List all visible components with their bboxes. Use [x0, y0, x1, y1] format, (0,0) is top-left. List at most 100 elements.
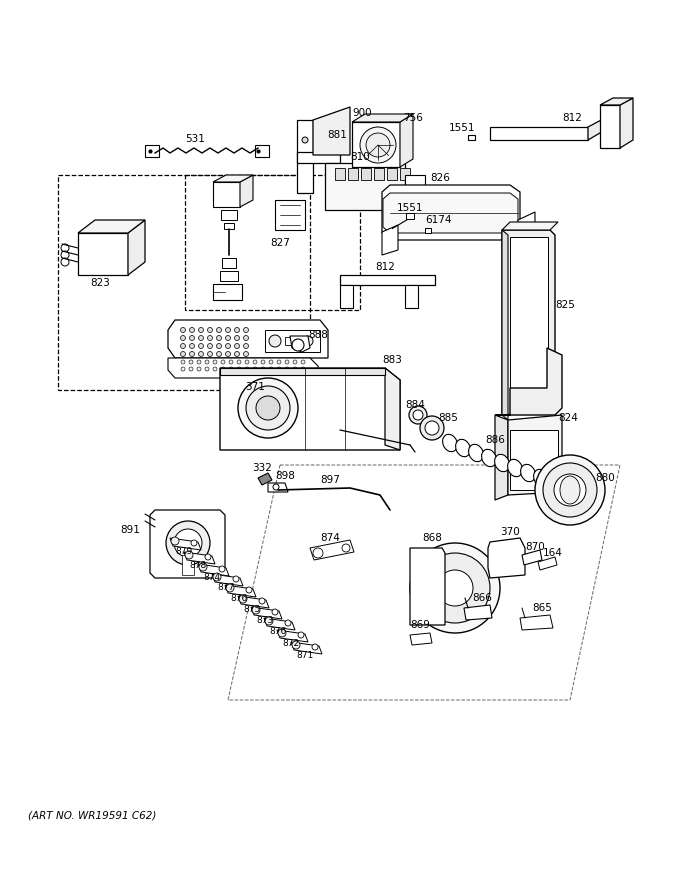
Bar: [265, 330, 320, 352]
Text: 866: 866: [472, 593, 492, 603]
Polygon shape: [184, 552, 215, 564]
Circle shape: [246, 386, 290, 430]
Circle shape: [243, 335, 248, 341]
Text: 824: 824: [558, 413, 578, 423]
Text: 879: 879: [175, 546, 192, 555]
Circle shape: [190, 335, 194, 341]
Circle shape: [342, 544, 350, 552]
Text: 878: 878: [189, 561, 207, 569]
Circle shape: [554, 474, 586, 506]
Circle shape: [301, 367, 305, 371]
Polygon shape: [268, 483, 288, 492]
Polygon shape: [212, 574, 243, 586]
Polygon shape: [382, 185, 520, 240]
Text: 900: 900: [352, 108, 372, 118]
Circle shape: [245, 367, 249, 371]
Circle shape: [269, 335, 281, 347]
Text: (ART NO. WR19591 C62): (ART NO. WR19591 C62): [28, 810, 156, 820]
Polygon shape: [198, 564, 229, 576]
Polygon shape: [488, 538, 525, 578]
Circle shape: [420, 553, 490, 623]
Polygon shape: [238, 596, 269, 608]
Circle shape: [216, 343, 222, 348]
Bar: [58, 175, 310, 390]
Circle shape: [409, 406, 427, 424]
Circle shape: [199, 327, 203, 333]
Text: 881: 881: [327, 130, 347, 140]
Polygon shape: [600, 98, 633, 105]
Polygon shape: [78, 233, 128, 275]
Text: 826: 826: [430, 173, 450, 183]
Text: 868: 868: [422, 533, 442, 543]
Circle shape: [207, 335, 212, 341]
Text: 812: 812: [375, 262, 395, 272]
Polygon shape: [213, 182, 240, 207]
Circle shape: [237, 367, 241, 371]
Polygon shape: [78, 220, 145, 233]
Circle shape: [313, 548, 323, 558]
Text: 870: 870: [525, 542, 545, 552]
Ellipse shape: [494, 454, 509, 472]
Polygon shape: [352, 114, 413, 122]
Polygon shape: [297, 152, 340, 163]
Circle shape: [199, 563, 207, 571]
Circle shape: [543, 463, 597, 517]
Circle shape: [292, 339, 304, 351]
Circle shape: [207, 343, 212, 348]
Circle shape: [190, 343, 194, 348]
Circle shape: [273, 484, 279, 490]
Circle shape: [246, 587, 252, 593]
Polygon shape: [400, 114, 413, 167]
Circle shape: [189, 367, 193, 371]
Polygon shape: [495, 348, 562, 415]
Ellipse shape: [547, 474, 562, 492]
Polygon shape: [150, 510, 225, 578]
Polygon shape: [290, 336, 310, 352]
Polygon shape: [405, 285, 418, 308]
Circle shape: [360, 127, 396, 163]
Text: 897: 897: [320, 475, 340, 485]
Circle shape: [226, 343, 231, 348]
Text: 898: 898: [275, 471, 295, 481]
Circle shape: [226, 584, 234, 592]
Text: 876: 876: [231, 593, 248, 603]
Circle shape: [61, 244, 69, 252]
Circle shape: [243, 327, 248, 333]
Text: 531: 531: [185, 134, 205, 144]
Circle shape: [205, 554, 211, 560]
Polygon shape: [251, 607, 282, 619]
Polygon shape: [510, 430, 558, 490]
Text: 872: 872: [282, 639, 300, 648]
Circle shape: [189, 360, 193, 364]
Ellipse shape: [560, 480, 575, 496]
Text: 823: 823: [90, 278, 110, 288]
Polygon shape: [258, 473, 272, 485]
Polygon shape: [225, 585, 256, 597]
Text: 891: 891: [120, 525, 140, 535]
Circle shape: [312, 644, 318, 650]
Text: 871: 871: [296, 650, 313, 659]
Circle shape: [277, 367, 281, 371]
Circle shape: [226, 351, 231, 356]
Circle shape: [252, 606, 260, 614]
Polygon shape: [588, 118, 605, 140]
Bar: [425, 228, 431, 233]
Circle shape: [216, 335, 222, 341]
Circle shape: [213, 573, 221, 581]
Circle shape: [226, 327, 231, 333]
Text: 6174: 6174: [425, 215, 452, 225]
Polygon shape: [182, 555, 194, 575]
Circle shape: [221, 367, 225, 371]
Polygon shape: [490, 127, 588, 140]
Bar: [348, 168, 358, 180]
Circle shape: [269, 360, 273, 364]
Circle shape: [302, 137, 308, 143]
Circle shape: [245, 360, 249, 364]
Circle shape: [180, 343, 186, 348]
Bar: [185, 175, 360, 310]
Bar: [222, 258, 236, 268]
Circle shape: [285, 360, 289, 364]
Circle shape: [181, 367, 185, 371]
Circle shape: [213, 367, 217, 371]
Circle shape: [285, 367, 289, 371]
